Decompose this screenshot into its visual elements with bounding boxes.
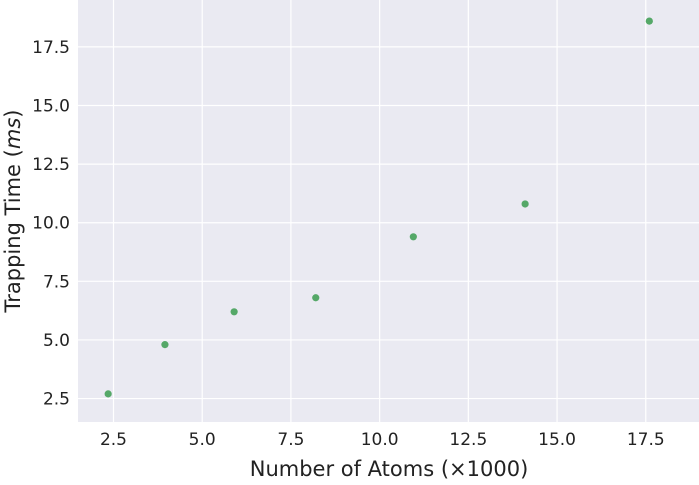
data-point bbox=[230, 308, 238, 316]
x-tick-label: 10.0 bbox=[361, 430, 399, 450]
data-point bbox=[161, 341, 169, 349]
y-tick-label: 10.0 bbox=[32, 214, 70, 234]
y-axis-label: Trapping Time (ms) bbox=[1, 110, 25, 314]
x-tick-label: 5.0 bbox=[189, 430, 216, 450]
x-grid-lines bbox=[112, 0, 647, 422]
y-tick-label: 12.5 bbox=[32, 155, 70, 175]
x-tick-label: 12.5 bbox=[449, 430, 487, 450]
plot-area bbox=[78, 0, 699, 422]
data-points bbox=[104, 17, 653, 398]
y-axis-label-end: ) bbox=[1, 110, 25, 118]
y-tick-label: 17.5 bbox=[32, 38, 70, 58]
data-point bbox=[312, 294, 320, 302]
y-tick-label: 5.0 bbox=[43, 331, 70, 351]
data-point bbox=[645, 17, 653, 25]
y-axis-label-unit: ms bbox=[1, 118, 25, 149]
y-tick-labels: 2.5 5.0 7.5 10.0 12.5 15.0 17.5 bbox=[32, 38, 70, 410]
x-tick-labels: 2.5 5.0 7.5 10.0 12.5 15.0 17.5 bbox=[100, 430, 665, 450]
data-point bbox=[521, 200, 529, 208]
x-tick-label: 2.5 bbox=[100, 430, 127, 450]
y-tick-label: 2.5 bbox=[43, 390, 70, 410]
x-axis-label: Number of Atoms (×1000) bbox=[250, 457, 529, 481]
x-tick-label: 15.0 bbox=[538, 430, 576, 450]
y-grid-lines bbox=[78, 46, 699, 400]
y-tick-label: 7.5 bbox=[43, 272, 70, 292]
y-axis-label-main: Trapping Time ( bbox=[1, 149, 25, 313]
x-tick-label: 17.5 bbox=[627, 430, 665, 450]
y-tick-label: 15.0 bbox=[32, 97, 70, 117]
data-point bbox=[409, 233, 417, 241]
data-point bbox=[104, 390, 112, 398]
x-tick-label: 7.5 bbox=[277, 430, 304, 450]
